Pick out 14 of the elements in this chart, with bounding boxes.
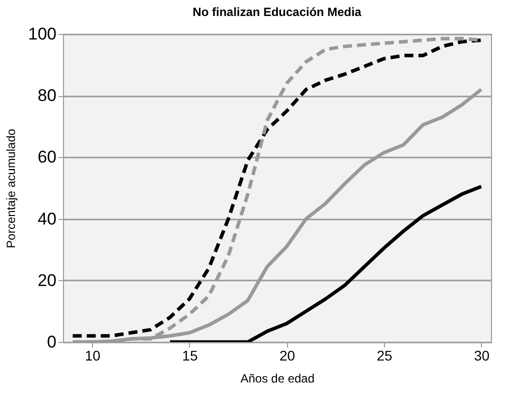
x-tick-label: 30 xyxy=(474,348,490,364)
x-tick-label: 20 xyxy=(279,348,296,364)
y-tick-label: 40 xyxy=(38,209,56,228)
y-tick-label: 60 xyxy=(38,148,56,167)
x-tick-label: 25 xyxy=(376,348,392,364)
y-tick-label: 20 xyxy=(38,270,56,290)
y-tick-label: 80 xyxy=(38,86,56,106)
x-tick-label: 15 xyxy=(182,348,198,364)
x-axis-title: Años de edad xyxy=(240,372,315,386)
chart-title: No finalizan Educación Media xyxy=(192,5,362,19)
y-tick-label: 0 xyxy=(47,332,56,352)
y-tick-label: 100 xyxy=(28,24,56,44)
y-axis-title: Porcentaje acumulado xyxy=(4,128,18,248)
x-tick-label: 10 xyxy=(84,348,101,364)
